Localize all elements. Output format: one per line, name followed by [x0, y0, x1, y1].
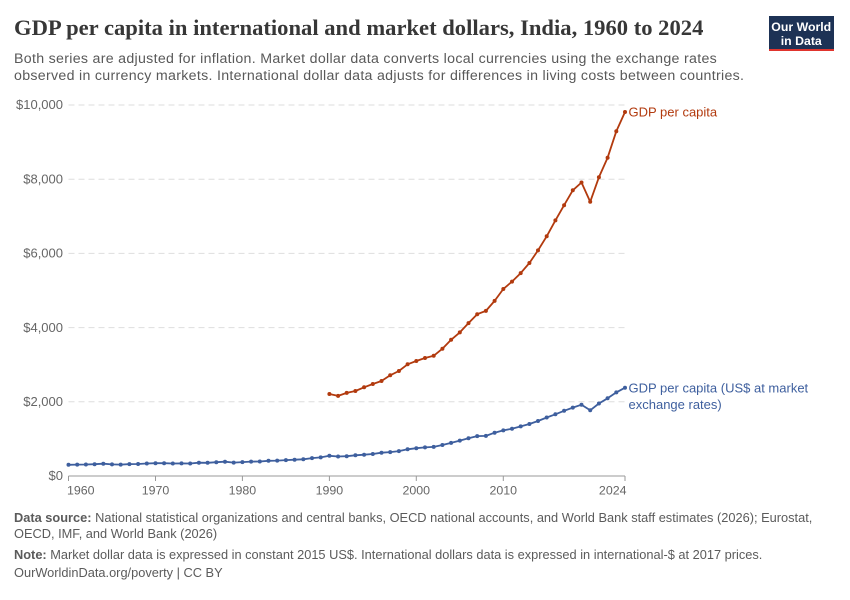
- svg-text:$4,000: $4,000: [23, 320, 63, 335]
- svg-text:1980: 1980: [229, 484, 257, 498]
- svg-text:GDP per capita (US$ at market: GDP per capita (US$ at market: [629, 381, 809, 396]
- svg-text:2010: 2010: [490, 484, 518, 498]
- svg-text:1990: 1990: [316, 484, 344, 498]
- svg-text:GDP per capita: GDP per capita: [629, 105, 718, 120]
- svg-text:$8,000: $8,000: [23, 171, 63, 186]
- svg-text:1970: 1970: [142, 484, 170, 498]
- svg-text:2000: 2000: [403, 484, 431, 498]
- svg-text:$0: $0: [49, 468, 63, 483]
- svg-text:1960: 1960: [67, 484, 95, 498]
- svg-text:exchange rates): exchange rates): [629, 397, 722, 412]
- svg-text:$10,000: $10,000: [16, 97, 63, 112]
- svg-text:$6,000: $6,000: [23, 246, 63, 261]
- svg-text:$2,000: $2,000: [23, 394, 63, 409]
- svg-text:2024: 2024: [599, 484, 627, 498]
